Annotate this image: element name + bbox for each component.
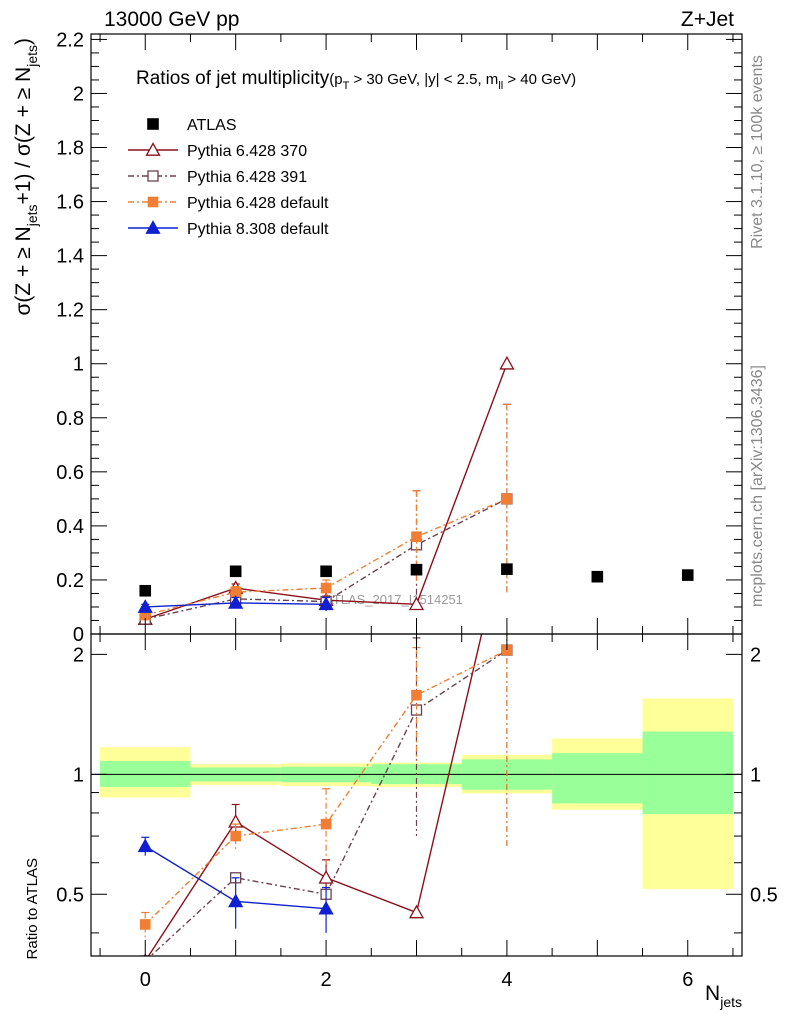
analysis-watermark: ATLAS_2017_I1514251 [325, 592, 463, 607]
point-pythia-6-428-370 [408, 596, 425, 611]
ratio-panel [91, 634, 742, 956]
legend-item-pythia-8-308-default: Pythia 8.308 default [128, 220, 329, 238]
y-tick-label: 1 [73, 354, 84, 376]
ratio-series [137, 634, 513, 956]
legend-marker [145, 220, 161, 234]
y-tick-label: 1.2 [56, 300, 84, 322]
legend-label: Pythia 8.308 default [187, 221, 329, 238]
atlas-data-point [681, 569, 694, 581]
y-tick-label: 0.2 [56, 570, 84, 592]
title-cuts: (p [329, 71, 342, 88]
y-tick-label: 1.4 [56, 246, 84, 268]
main-panel: ATLAS_2017_I1514251 [137, 355, 694, 625]
legend-label: Pythia 6.428 default [187, 195, 329, 212]
y-label-part1: σ(Z + ≥ N [12, 226, 35, 315]
legend-item-atlas: ATLAS [147, 117, 237, 134]
point-pythia-6-428-default [320, 582, 332, 594]
legend-item-pythia-6-428-default: Pythia 6.428 default [128, 195, 329, 212]
atlas-data-point [320, 565, 332, 578]
ratio-y-tick-label-right: 0.5 [750, 884, 778, 906]
title-main: Ratios of jet multiplicity [136, 68, 330, 89]
y-label-sub2: jets [24, 45, 40, 68]
y-label-sub1: jets [24, 204, 40, 227]
ratio-line-pythia-6-428-default [144, 649, 508, 925]
ratio-y-tick-label: 1 [73, 764, 84, 786]
ratio-y-tick-label-right: 2 [750, 644, 761, 666]
point-pythia-6-428-default [411, 531, 422, 543]
legend-label: Pythia 6.428 391 [187, 169, 307, 186]
point-pythia-8-308-default [318, 596, 334, 611]
chart-title: Ratios of jet multiplicity(pT > 30 GeV, … [136, 68, 576, 92]
y-label-part2: +1) / σ(Z + ≥ N [12, 67, 35, 205]
ratio-point-pythia-6-428-default [139, 919, 151, 930]
stat-uncertainty-band [552, 753, 643, 804]
collision-label: 13000 GeV pp [104, 8, 239, 31]
y-tick-label: 0.8 [56, 408, 84, 430]
ratio-point-pythia-8-308-default [137, 838, 153, 853]
y-axis-label-bottom: Ratio to ATLAS [24, 858, 41, 959]
x-tick-label: 0 [140, 969, 151, 991]
atlas-data-point [501, 563, 513, 575]
title-cuts-mid: > 30 GeV, |y| < 2.5, m [349, 71, 498, 88]
x-tick-label: 4 [501, 969, 512, 991]
y-label-part3: ) [12, 38, 35, 45]
atlas-data-points [139, 563, 694, 597]
rivet-label: Rivet 3.1.10, ≥ 100k events [749, 55, 766, 249]
title-cuts-sub2: ll [498, 80, 503, 92]
atlas-data-point [139, 584, 152, 597]
ratio-point-pythia-6-428-370 [408, 904, 425, 919]
atlas-data-point [591, 570, 604, 583]
ratio-point-pythia-6-428-391 [139, 955, 151, 956]
ratio-y-tick-label-right: 1 [750, 764, 761, 786]
atlas-data-point [229, 565, 242, 578]
legend: ATLAS Pythia 6.428 370 Pythia 6.428 391 Pyt… [128, 117, 329, 238]
y-tick-label: 2.2 [56, 29, 84, 51]
point-pythia-8-308-default [137, 599, 153, 613]
y-tick-label: 0 [73, 624, 84, 646]
title-cuts-sub1: T [343, 80, 350, 92]
y-tick-label: 0.6 [56, 462, 84, 484]
x-tick-label: 2 [321, 969, 332, 991]
y-tick-label: 0.4 [56, 516, 84, 538]
x-axis-label-sub: jets [719, 994, 742, 1010]
y-tick-label: 1.6 [56, 192, 84, 214]
legend-marker [147, 118, 159, 130]
stat-uncertainty-band [642, 731, 733, 815]
x-axis-label: Njets [705, 982, 742, 1010]
ratio-y-tick-label: 0.5 [56, 884, 84, 906]
ratio-point-pythia-6-428-default [230, 830, 241, 842]
y-tick-label: 2 [73, 83, 84, 105]
mc-series [137, 355, 515, 625]
point-pythia-6-428-default [501, 493, 513, 505]
ratio-y-tick-label: 2 [73, 644, 84, 666]
legend-marker [147, 196, 159, 208]
legend-item-pythia-6-428-391: Pythia 6.428 391 [128, 169, 307, 186]
ratio-point-pythia-8-308-default [318, 900, 334, 915]
point-pythia-6-428-370 [499, 355, 515, 370]
legend-item-pythia-6-428-370: Pythia 6.428 370 [128, 142, 307, 160]
axis-ticks: 0 2 4 600.20.40.60.811.21.41.61.822.20.5 0.5… [56, 29, 778, 991]
y-axis-label-top: σ(Z + ≥ Njets+1) / σ(Z + ≥ Njets) [12, 38, 40, 316]
x-axis-label-base: N [705, 982, 720, 1005]
ratio-point-pythia-6-428-default [411, 689, 422, 701]
process-label: Z+Jet [681, 8, 734, 31]
mcplots-label: mcplots.cern.ch [arXiv:1306.3436] [749, 365, 766, 607]
atlas-data-point [410, 563, 423, 576]
ratio-point-pythia-6-428-default [320, 818, 332, 830]
y-tick-label: 1.8 [56, 138, 84, 160]
ratio-point-pythia-6-428-370 [318, 869, 334, 884]
point-pythia-8-308-default [228, 595, 244, 609]
title-cuts-end: > 40 GeV) [503, 71, 576, 88]
legend-label: Pythia 6.428 370 [187, 143, 307, 160]
legend-marker [145, 142, 161, 156]
ratio-point-pythia-8-308-default [228, 893, 244, 908]
legend-label: ATLAS [187, 117, 237, 134]
legend-marker [147, 170, 159, 182]
x-tick-label: 6 [682, 969, 693, 991]
